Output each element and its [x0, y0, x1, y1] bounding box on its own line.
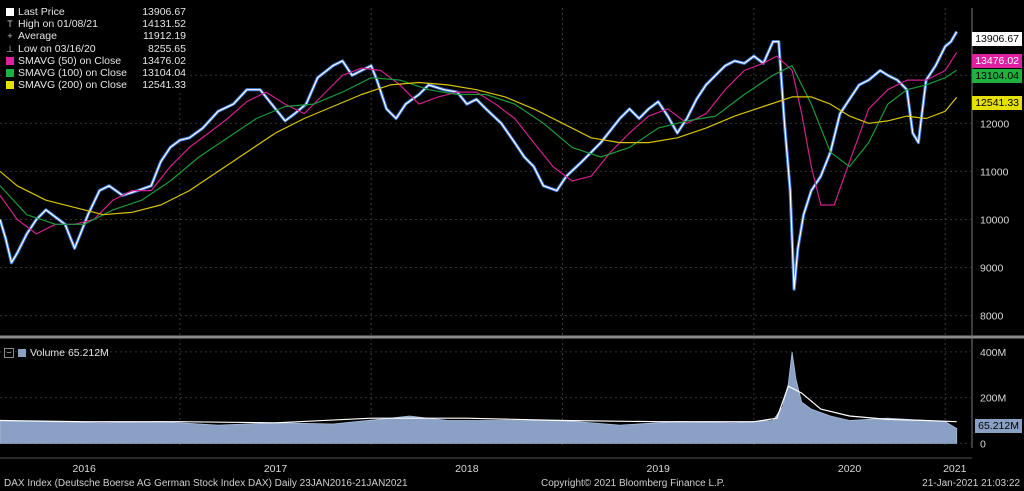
footer-center: Copyright© 2021 Bloomberg Finance L.P.: [541, 478, 725, 489]
volume-tick-label: 200M: [980, 393, 1006, 405]
tag-smavg-200: 12541.33: [972, 96, 1022, 110]
footer-left: DAX Index (Deutsche Boerse AG German Sto…: [4, 478, 408, 489]
legend-average: + Average 11912.19: [6, 30, 186, 42]
low-marker-icon: ⊥: [6, 43, 14, 54]
smavg-line-100: [0, 65, 958, 225]
smavg-line-200: [0, 81, 958, 216]
volume-average-line: [0, 385, 957, 424]
legend-swatch-last-price: [6, 8, 14, 17]
legend-value: 14131.52: [142, 18, 186, 31]
smavg-line-50: [0, 52, 958, 235]
legend-value: 13476.02: [142, 54, 186, 67]
price-tick-label: 10000: [980, 214, 1009, 226]
legend-smavg-100: SMAVG (100) on Close 13104.04: [6, 67, 186, 79]
high-marker-icon: T: [7, 19, 13, 30]
legend-label: High on 01/08/21: [18, 18, 98, 31]
x-tick-label: 2021: [943, 463, 967, 475]
tag-volume: 65.212M: [975, 419, 1022, 433]
volume-legend: − Volume 65.212M: [4, 347, 109, 359]
price-tick-label: 11000: [980, 166, 1009, 178]
price-tick-label: 8000: [980, 311, 1004, 323]
collapse-icon[interactable]: −: [4, 348, 14, 358]
x-tick-label: 2018: [455, 463, 479, 475]
legend-label: Average: [18, 30, 57, 43]
volume-tick-label: 400M: [980, 347, 1006, 359]
tag-last-price: 13906.67: [972, 32, 1022, 46]
legend-swatch-smavg-100: [6, 69, 14, 78]
legend-last-price: Last Price 13906.67: [6, 6, 186, 18]
x-tick-label: 2017: [264, 463, 288, 475]
average-marker-icon: +: [7, 31, 13, 42]
legend-label: SMAVG (200) on Close: [18, 79, 127, 92]
legend-value: 13104.04: [142, 67, 186, 80]
legend-high: T High on 01/08/21 14131.52: [6, 18, 186, 30]
legend-swatch-smavg-200: [6, 81, 14, 90]
legend-label: Low on 03/16/20: [18, 42, 96, 55]
legend-value: 11912.19: [142, 30, 186, 43]
x-tick-label: 2019: [647, 463, 671, 475]
legend-value: 12541.33: [142, 79, 186, 92]
tag-smavg-50: 13476.02: [972, 54, 1022, 68]
footer-right: 21-Jan-2021 21:03:22: [922, 478, 1020, 489]
legend-label: SMAVG (50) on Close: [18, 54, 122, 67]
last-price-line: [0, 31, 958, 290]
volume-area: [0, 351, 958, 444]
tag-smavg-100: 13104.04: [972, 69, 1022, 83]
x-tick-label: 2020: [838, 463, 862, 475]
price-tick-label: 9000: [980, 263, 1004, 275]
volume-tick-label: 0: [980, 438, 986, 450]
price-legend: Last Price 13906.67 T High on 01/08/21 1…: [2, 4, 190, 94]
volume-swatch: [18, 349, 26, 357]
price-tick-label: 12000: [980, 118, 1009, 130]
legend-value: 13906.67: [142, 6, 186, 18]
legend-smavg-50: SMAVG (50) on Close 13476.02: [6, 55, 186, 67]
legend-swatch-smavg-50: [6, 56, 14, 65]
legend-label: SMAVG (100) on Close: [18, 67, 127, 80]
x-tick-label: 2016: [73, 463, 97, 475]
volume-legend-label: Volume 65.212M: [30, 347, 109, 359]
legend-smavg-200: SMAVG (200) on Close 12541.33: [6, 79, 186, 91]
legend-label: Last Price: [18, 6, 65, 18]
legend-value: 8255.65: [148, 42, 186, 55]
legend-low: ⊥ Low on 03/16/20 8255.65: [6, 43, 186, 55]
